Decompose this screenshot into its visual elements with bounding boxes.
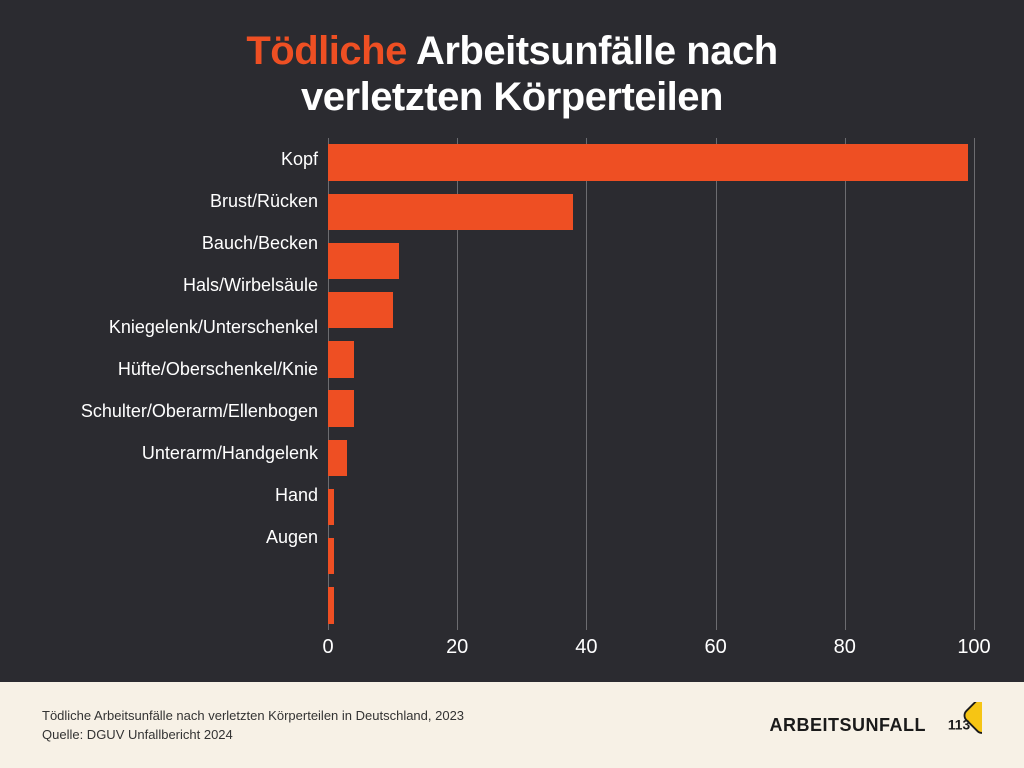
category-label: Hüfte/Oberschenkel/Knie xyxy=(50,359,328,380)
brand: ARBEITSUNFALL 113 xyxy=(770,702,983,748)
chart-title: Tödliche Arbeitsunfälle nach verletzten … xyxy=(50,28,974,120)
footer-line-1: Tödliche Arbeitsunfälle nach verletzten … xyxy=(42,706,464,726)
x-tick-label: 100 xyxy=(957,636,990,659)
footer-caption: Tödliche Arbeitsunfälle nach verletzten … xyxy=(42,706,464,745)
bar xyxy=(328,489,334,525)
bar xyxy=(328,341,354,377)
title-emphasis: Tödliche xyxy=(246,29,406,73)
x-axis: 020406080100 xyxy=(328,630,974,664)
category-label: Schulter/Oberarm/Ellenbogen xyxy=(50,401,328,422)
bar xyxy=(328,587,334,623)
infographic-canvas: Tödliche Arbeitsunfälle nach verletzten … xyxy=(0,0,1024,768)
grid-line xyxy=(974,138,975,630)
category-label: Kniegelenk/Unterschenkel xyxy=(50,317,328,338)
title-rest-1: Arbeitsunfälle nach xyxy=(407,29,778,73)
brand-wordmark: ARBEITSUNFALL xyxy=(770,715,927,736)
category-label: Augen xyxy=(50,527,328,548)
footer-line-2: Quelle: DGUV Unfallbericht 2024 xyxy=(42,725,464,745)
chart-area: Kopf Brust/Rücken Bauch/Becken Hals/Wirbels… xyxy=(50,138,974,664)
category-labels-column: Kopf Brust/Rücken Bauch/Becken Hals/Wirbels… xyxy=(50,138,328,664)
brand-sign-icon: 113 xyxy=(936,702,982,748)
svg-text:113: 113 xyxy=(948,718,971,733)
bar xyxy=(328,538,334,574)
x-tick-label: 60 xyxy=(704,636,726,659)
category-label: Unterarm/Handgelenk xyxy=(50,443,328,464)
x-tick-label: 20 xyxy=(446,636,468,659)
x-tick-label: 80 xyxy=(834,636,856,659)
bar xyxy=(328,243,399,279)
title-line-2: verletzten Körperteilen xyxy=(301,75,723,119)
bar xyxy=(328,440,347,476)
main-panel: Tödliche Arbeitsunfälle nach verletzten … xyxy=(0,0,1024,682)
x-tick-label: 40 xyxy=(575,636,597,659)
plot-area: 020406080100 xyxy=(328,138,974,664)
category-label: Hals/Wirbelsäule xyxy=(50,275,328,296)
bar xyxy=(328,144,968,180)
bar xyxy=(328,194,573,230)
footer: Tödliche Arbeitsunfälle nach verletzten … xyxy=(0,682,1024,768)
x-tick-label: 0 xyxy=(322,636,333,659)
category-label: Hand xyxy=(50,485,328,506)
category-label: Bauch/Becken xyxy=(50,233,328,254)
bars-layer xyxy=(328,138,974,630)
category-label: Brust/Rücken xyxy=(50,191,328,212)
bar xyxy=(328,292,393,328)
category-label: Kopf xyxy=(50,149,328,170)
bar xyxy=(328,390,354,426)
